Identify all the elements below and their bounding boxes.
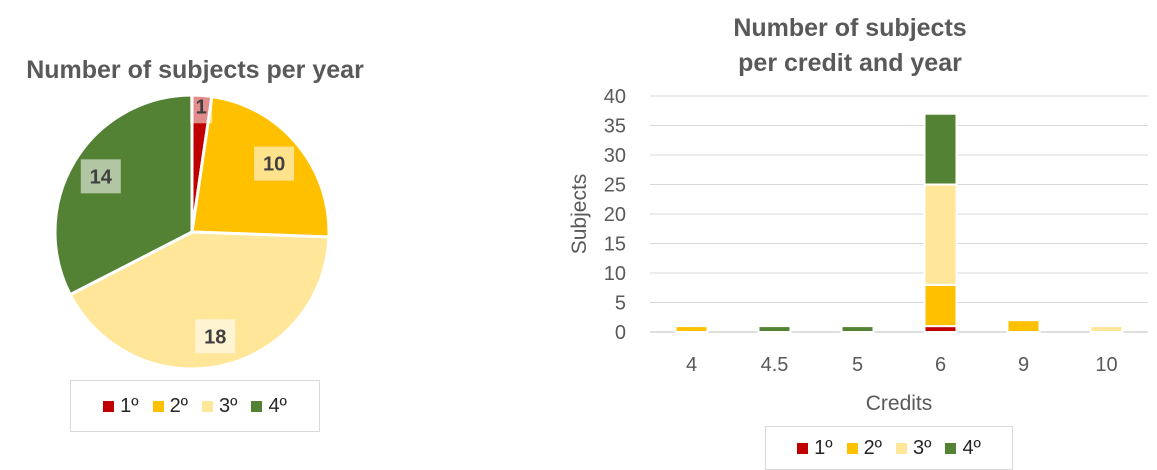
- pie-data-label-bg: [190, 89, 213, 124]
- legend-swatch-1: [103, 400, 115, 412]
- pie-legend-item-4: 4º: [251, 394, 287, 418]
- pie-data-label: 10: [263, 154, 285, 176]
- legend-swatch-4: [945, 442, 957, 454]
- legend-label: 4º: [268, 394, 287, 417]
- bar-segment-6-series-4: [923, 112, 958, 186]
- legend-swatch-1: [797, 442, 809, 454]
- bar-chart-panel: Number of subjects per credit and year 0…: [540, 0, 1157, 470]
- bar-segment-6-series-3: [923, 183, 958, 286]
- y-tick-label: 40: [604, 86, 626, 108]
- x-tick-label: 6: [935, 354, 946, 376]
- bar-segment-4-series-2: [674, 325, 709, 334]
- pie-slice-3: [68, 230, 331, 370]
- pie-data-label-bg: [195, 319, 236, 354]
- bar-chart-title-line-1: Number of subjects: [733, 14, 967, 42]
- legend-label: 2º: [863, 436, 882, 459]
- pie-data-label-bg: [254, 146, 295, 181]
- y-axis-title: Subjects: [568, 174, 591, 255]
- pie-chart-panel: Number of subjects per year 1 10 18 14 1º 2…: [0, 0, 390, 468]
- pie-chart: 1 10 18 14: [53, 89, 331, 370]
- legend-label: 2º: [169, 394, 188, 417]
- y-tick-label: 0: [615, 322, 626, 344]
- pie-data-label: 14: [90, 166, 113, 188]
- x-tick-label: 4.5: [761, 354, 789, 376]
- bar-legend-item-2: 2º: [846, 436, 882, 460]
- x-tick-label: 10: [1095, 354, 1117, 376]
- legend-swatch-2: [846, 442, 858, 454]
- legend-label: 4º: [962, 436, 981, 459]
- x-tick-label: 9: [1018, 354, 1029, 376]
- legend-swatch-3: [896, 442, 907, 454]
- legend-label: 3º: [219, 394, 238, 417]
- legend-label: 3º: [913, 436, 932, 459]
- legend-swatch-3: [202, 400, 213, 412]
- legend-swatch-4: [251, 400, 263, 412]
- bar-segment-6-series-2: [923, 283, 958, 328]
- bar-chart-title-line-2: per credit and year: [738, 49, 962, 77]
- pie-legend-item-3: 3º: [202, 395, 237, 418]
- pie-legend: 1º 2º 3º 4º: [70, 380, 320, 432]
- y-tick-label: 25: [604, 175, 626, 197]
- legend-label: 1º: [814, 436, 833, 459]
- pie-chart-title: Number of subjects per year: [26, 56, 364, 84]
- pie-data-label: 18: [204, 326, 226, 348]
- x-tick-label: 5: [852, 354, 863, 376]
- y-tick-label: 35: [604, 116, 626, 138]
- bar-legend-item-1: 1º: [797, 436, 833, 460]
- pie-slice-4: [53, 93, 194, 297]
- y-tick-label: 15: [604, 234, 626, 256]
- pie-legend-item-2: 2º: [152, 394, 188, 418]
- bar-legend: 1º 2º 3º 4º: [765, 426, 1013, 470]
- y-tick-label: 10: [604, 263, 626, 285]
- y-tick-label: 5: [615, 293, 626, 315]
- x-tick-label: 4: [686, 354, 697, 376]
- x-axis-title: Credits: [866, 392, 933, 415]
- bar-segment-9-series-2: [1006, 319, 1041, 334]
- bar-segment-5-series-4: [840, 325, 875, 334]
- bar-segment-10-series-3: [1089, 325, 1124, 334]
- pie-data-label-bg: [80, 159, 121, 194]
- pie-legend-item-1: 1º: [103, 394, 139, 418]
- y-tick-label: 20: [604, 204, 626, 226]
- pie-data-label: 1: [196, 96, 207, 118]
- bar-legend-item-3: 3º: [896, 437, 931, 460]
- legend-swatch-2: [152, 400, 164, 412]
- bar-legend-item-4: 4º: [945, 436, 981, 460]
- bar-chart: 0 5 10 15 20 25 30 35 40 4 4.5 5 6 9 10 Credits Subjects: [568, 86, 1148, 415]
- legend-label: 1º: [120, 394, 139, 417]
- y-tick-label: 30: [604, 145, 626, 167]
- bar-segment-4.5-series-4: [757, 325, 792, 334]
